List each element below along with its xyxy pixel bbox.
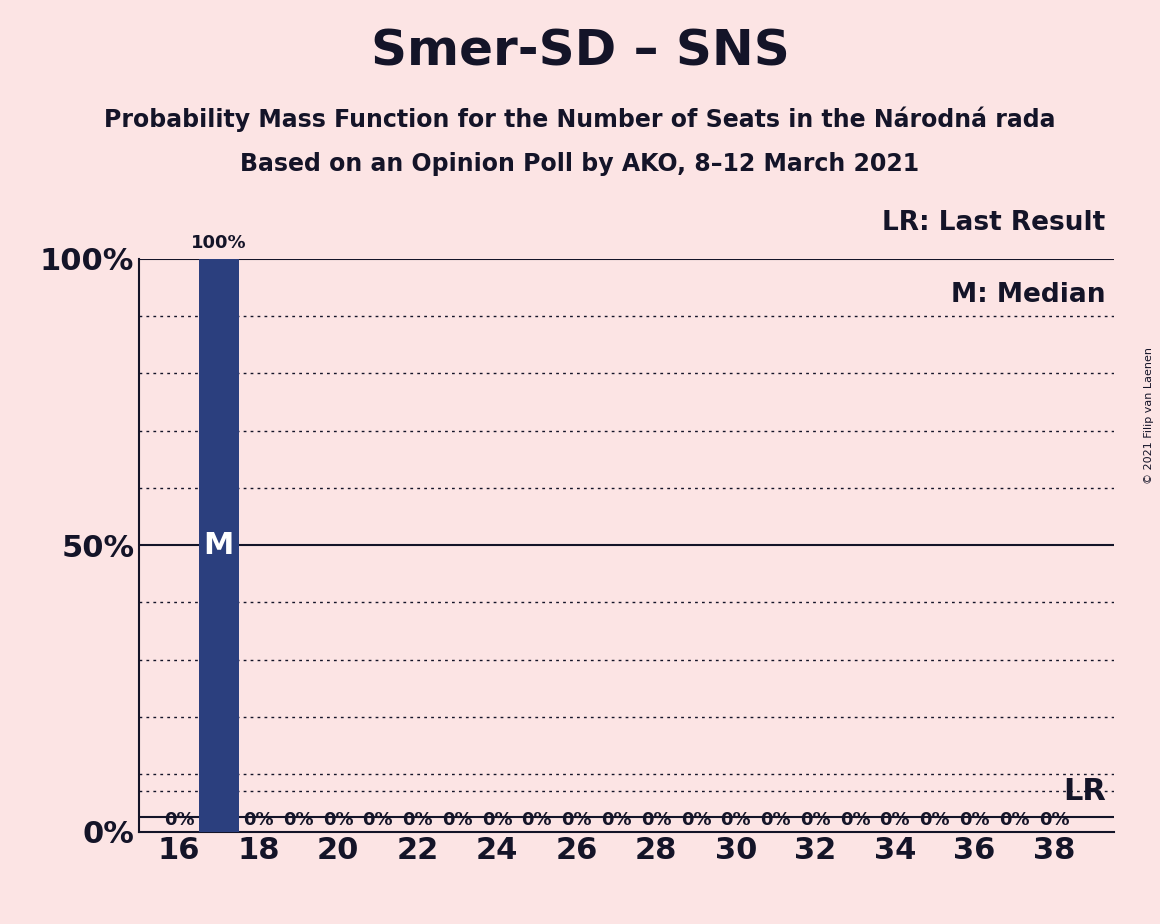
- Text: 0%: 0%: [720, 811, 751, 830]
- Text: 0%: 0%: [522, 811, 552, 830]
- Text: 0%: 0%: [641, 811, 672, 830]
- Text: 0%: 0%: [800, 811, 831, 830]
- Text: 0%: 0%: [681, 811, 711, 830]
- Text: 0%: 0%: [164, 811, 194, 830]
- Text: 100%: 100%: [191, 234, 247, 252]
- Text: Smer-SD – SNS: Smer-SD – SNS: [371, 28, 789, 76]
- Text: © 2021 Filip van Laenen: © 2021 Filip van Laenen: [1144, 347, 1154, 484]
- Text: 0%: 0%: [363, 811, 393, 830]
- Text: LR: Last Result: LR: Last Result: [883, 210, 1105, 236]
- Text: LR: LR: [1063, 777, 1105, 806]
- Text: 0%: 0%: [481, 811, 513, 830]
- Bar: [198, 259, 239, 832]
- Text: 0%: 0%: [561, 811, 592, 830]
- Text: 0%: 0%: [442, 811, 472, 830]
- Text: 0%: 0%: [999, 811, 1029, 830]
- Text: 0%: 0%: [959, 811, 989, 830]
- Text: 0%: 0%: [760, 811, 791, 830]
- Text: 0%: 0%: [601, 811, 632, 830]
- Text: Based on an Opinion Poll by AKO, 8–12 March 2021: Based on an Opinion Poll by AKO, 8–12 Ma…: [240, 152, 920, 176]
- Text: M: M: [203, 530, 234, 560]
- Text: 0%: 0%: [1038, 811, 1070, 830]
- Text: 0%: 0%: [322, 811, 354, 830]
- Text: 0%: 0%: [840, 811, 870, 830]
- Text: 0%: 0%: [283, 811, 313, 830]
- Text: Probability Mass Function for the Number of Seats in the Národná rada: Probability Mass Function for the Number…: [104, 106, 1056, 132]
- Text: 0%: 0%: [403, 811, 433, 830]
- Text: 0%: 0%: [920, 811, 950, 830]
- Text: 0%: 0%: [244, 811, 274, 830]
- Text: 0%: 0%: [879, 811, 911, 830]
- Text: M: Median: M: Median: [951, 282, 1105, 308]
